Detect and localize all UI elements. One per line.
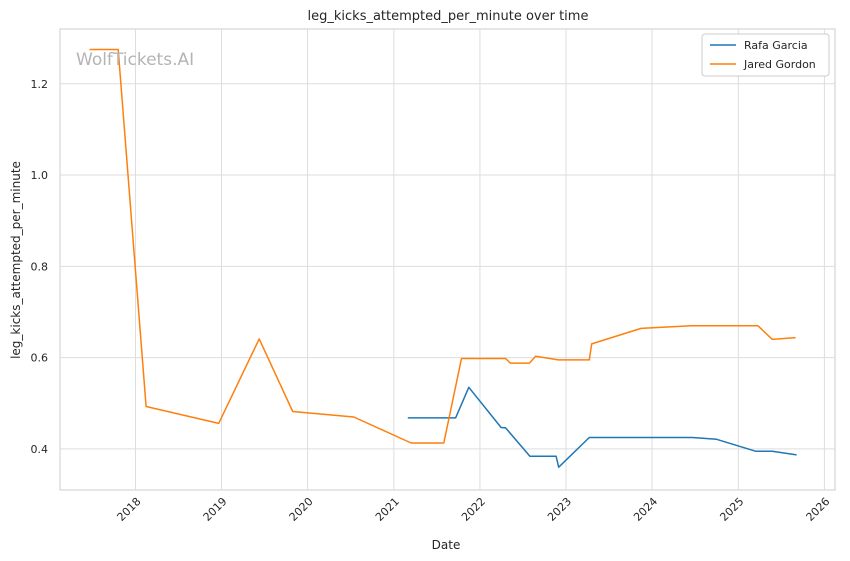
legend-label-jared-gordon: Jared Gordon <box>743 58 816 71</box>
x-tick-label: 2023 <box>545 495 574 524</box>
x-tick-label: 2019 <box>201 495 230 524</box>
x-tick-label: 2024 <box>631 495 660 524</box>
y-tick-label: 0.6 <box>31 352 49 365</box>
x-axis-label: Date <box>432 538 461 552</box>
x-tick-label: 2026 <box>804 495 833 524</box>
y-tick-label: 1.2 <box>31 78 49 91</box>
x-tick-label: 2020 <box>287 495 316 524</box>
plot-area <box>59 28 836 491</box>
y-axis-label: leg_kicks_attempted_per_minute <box>9 161 23 359</box>
series-line-rafa-garcia <box>407 386 797 468</box>
legend: Rafa Garcia Jared Gordon <box>701 33 830 77</box>
x-tick-label: 2018 <box>115 495 144 524</box>
legend-label-rafa-garcia: Rafa Garcia <box>744 39 808 52</box>
watermark: WolfTickets.AI <box>76 50 194 70</box>
series-lines <box>89 48 797 468</box>
chart-title: leg_kicks_attempted_per_minute over time <box>308 9 589 24</box>
grid-lines <box>60 29 835 490</box>
y-tick-label: 0.4 <box>31 443 49 456</box>
y-tick-labels: 0.4 0.6 0.8 1.0 1.2 <box>31 78 49 456</box>
series-line-jared-gordon <box>89 48 796 444</box>
x-tick-labels: 2018 2019 2020 2021 2022 2023 2024 2025 2026 <box>115 495 833 524</box>
x-tick-label: 2021 <box>373 495 402 524</box>
x-tick-label: 2025 <box>717 495 746 524</box>
x-tick-label: 2022 <box>459 495 488 524</box>
y-tick-label: 1.0 <box>31 169 49 182</box>
y-tick-label: 0.8 <box>31 260 49 273</box>
